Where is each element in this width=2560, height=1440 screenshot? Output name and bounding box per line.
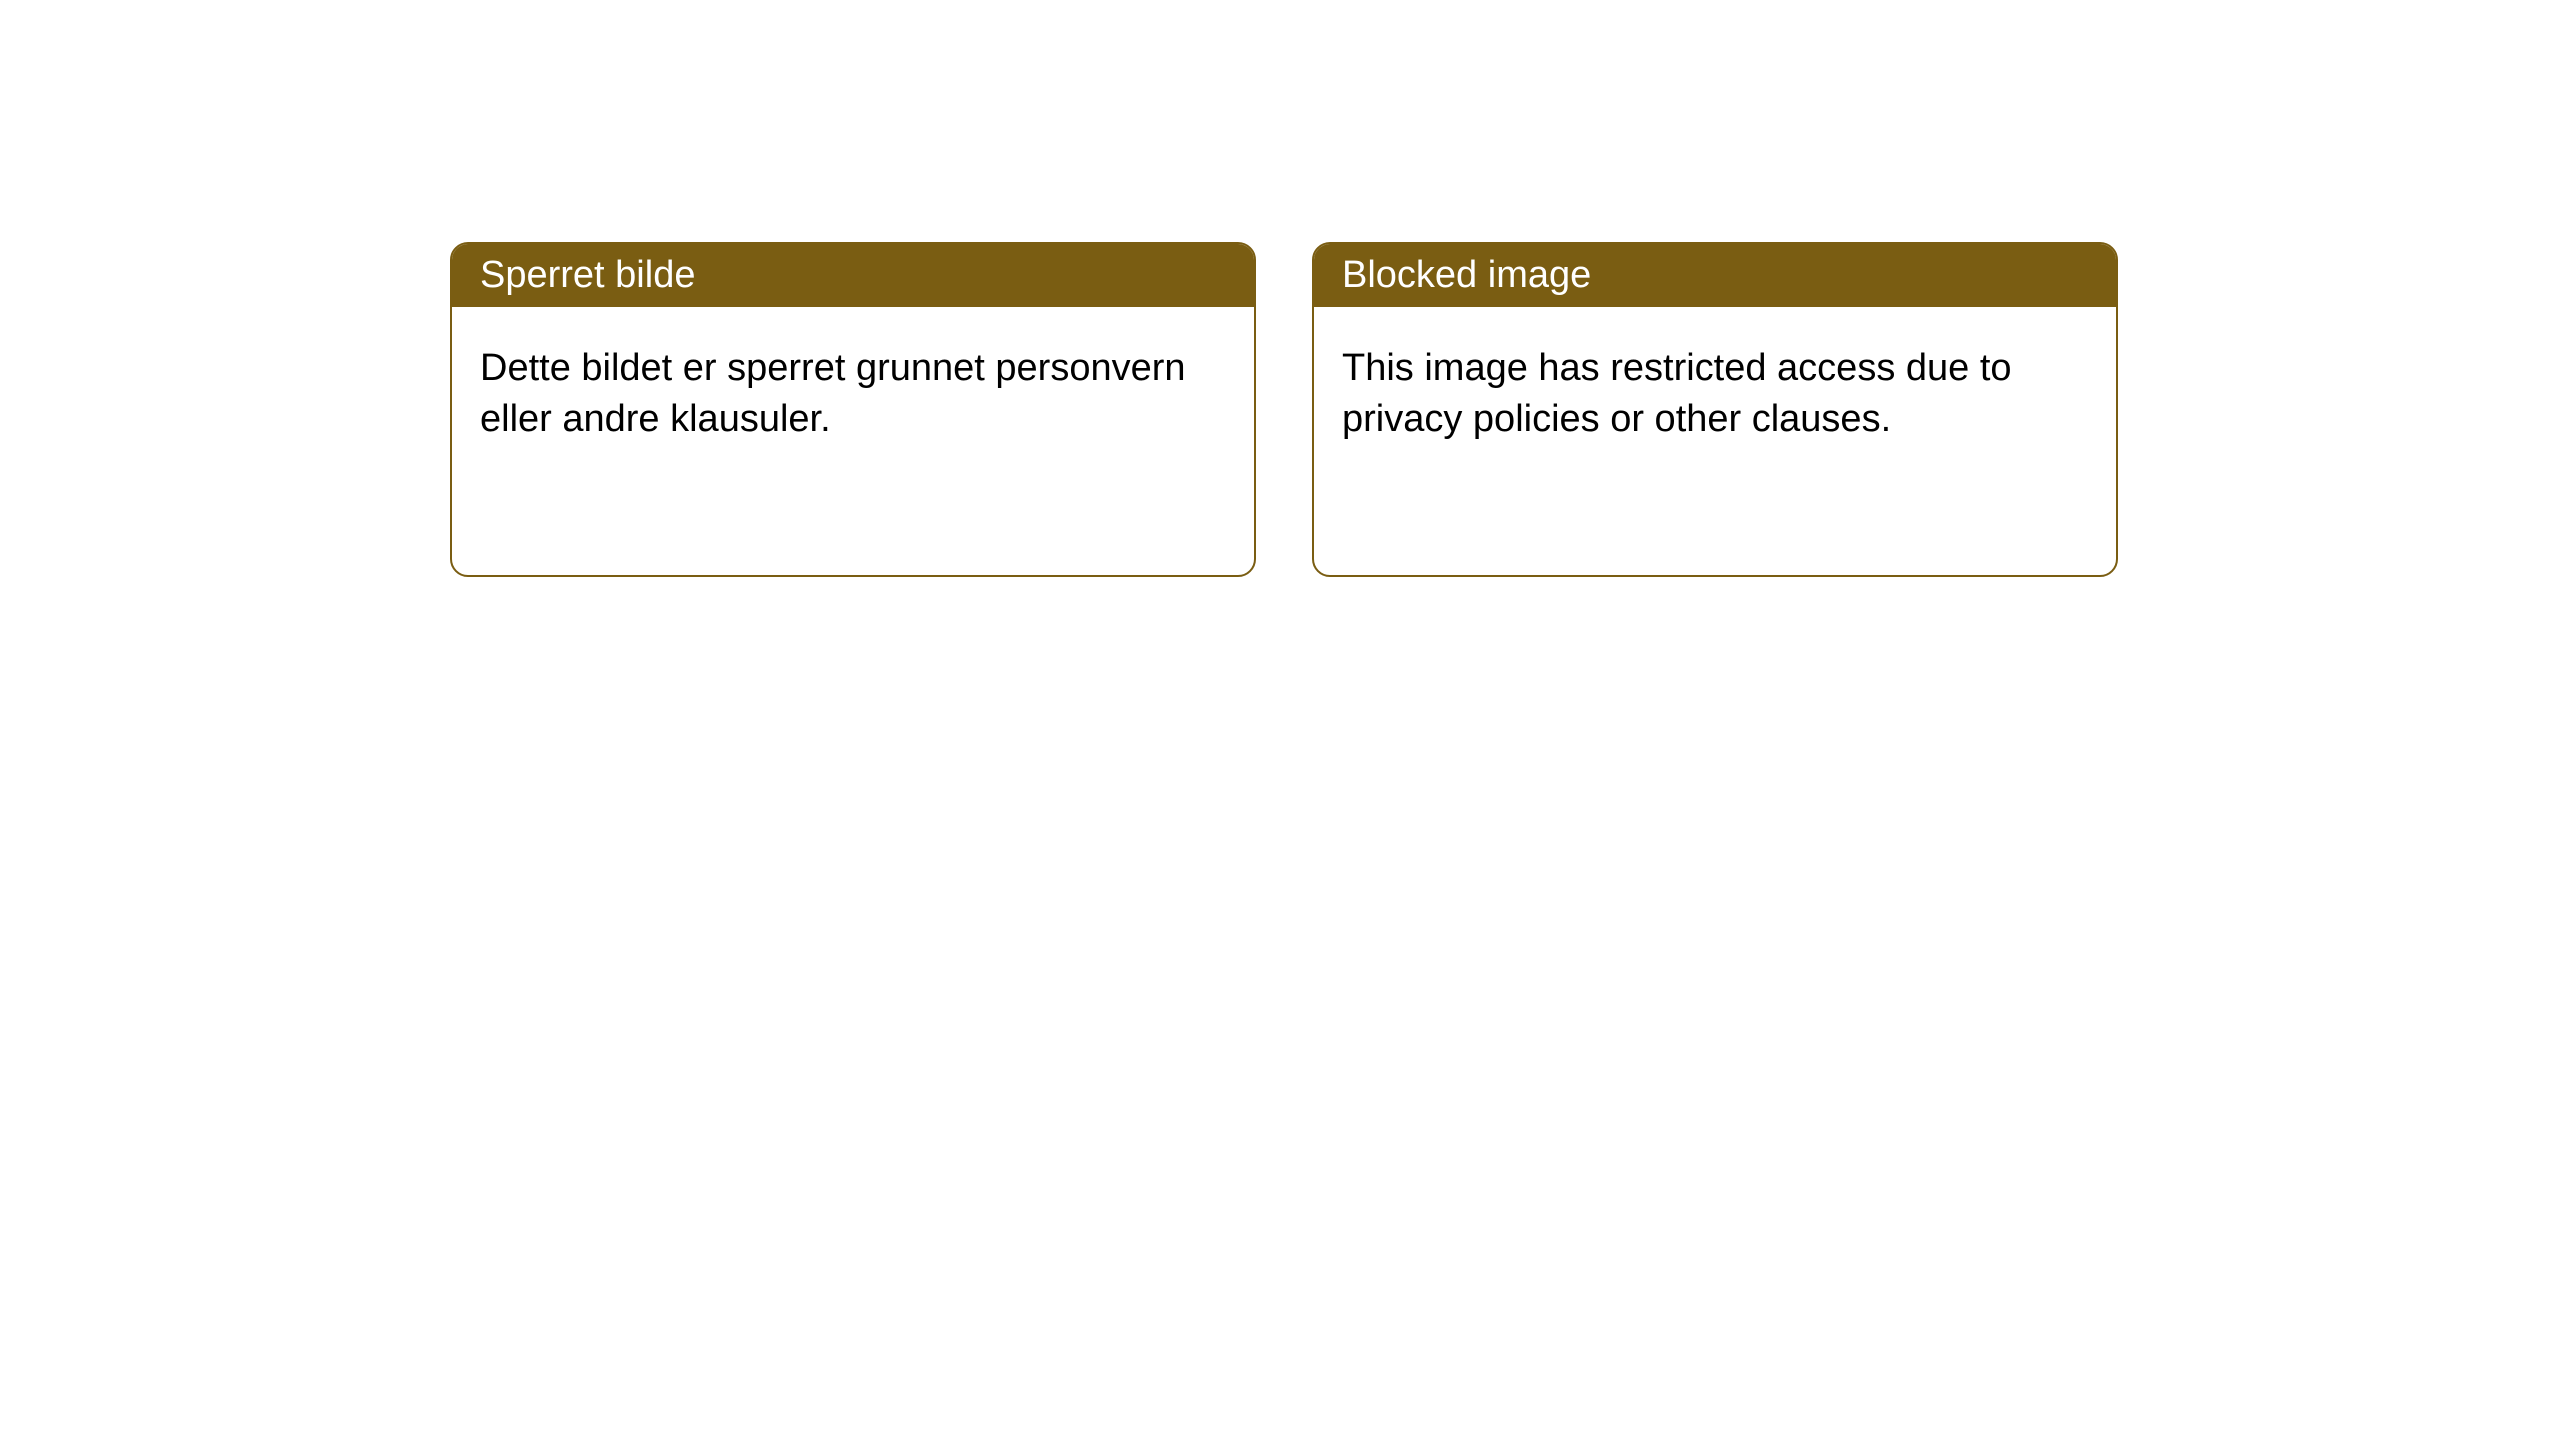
blocked-image-card-english: Blocked image This image has restricted …	[1312, 242, 2118, 577]
card-header-english: Blocked image	[1314, 244, 2116, 307]
card-body-english: This image has restricted access due to …	[1314, 307, 2116, 482]
card-body-norwegian: Dette bildet er sperret grunnet personve…	[452, 307, 1254, 482]
blocked-image-card-norwegian: Sperret bilde Dette bildet er sperret gr…	[450, 242, 1256, 577]
card-header-norwegian: Sperret bilde	[452, 244, 1254, 307]
notice-container: Sperret bilde Dette bildet er sperret gr…	[0, 0, 2560, 577]
